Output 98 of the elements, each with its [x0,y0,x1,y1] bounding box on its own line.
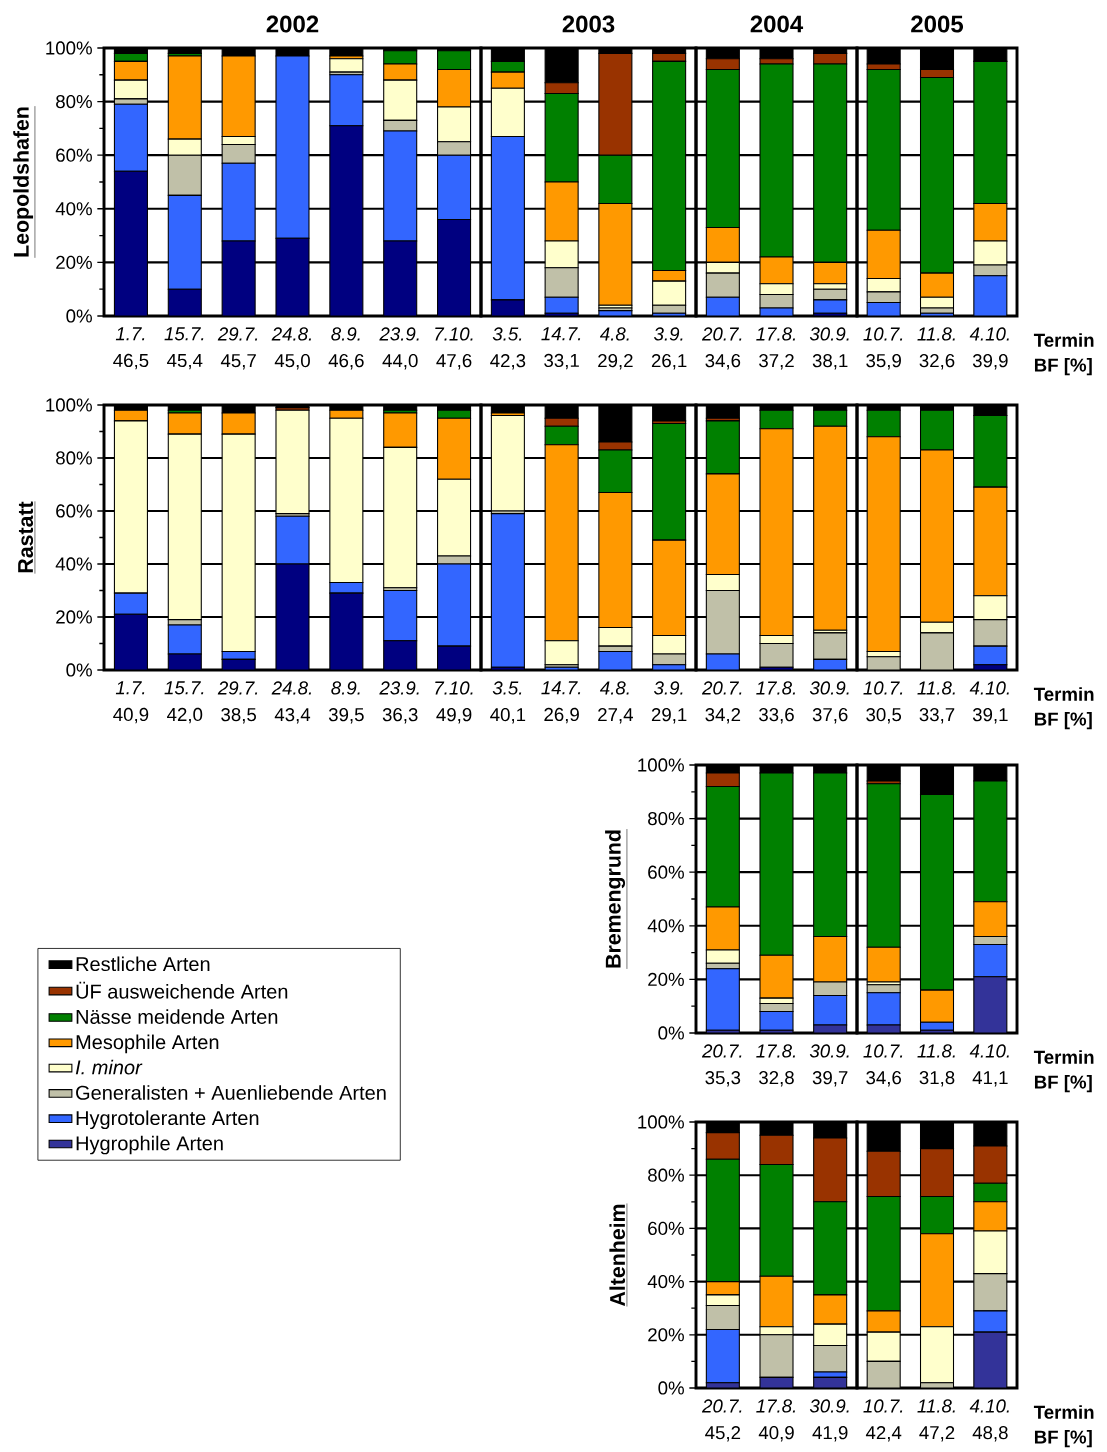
x-tick-label: 29.7. 45,7 [217,327,258,370]
y-axis-title: Altenheim [609,1204,626,1307]
x-tick-label: 30.9. 38,1 [809,327,849,370]
x-tick-label: 4.10. 39,9 [969,327,1009,370]
x-tick-label: 4.8. 29,2 [598,327,633,370]
legend-label: ÜF ausweichende Arten [76,981,288,999]
chart-title: 2004 [750,15,804,33]
text: BF [%] [1034,711,1092,730]
legend-label: I. minor [75,1059,143,1075]
x-tick-label: 20.7. 34,2 [701,681,742,724]
text: Termin [1033,333,1094,347]
x-tick-label: 20.7. 35,3 [701,1044,742,1087]
x-tick-label: 24.8. 43,4 [271,681,311,724]
x-tick-label: 30.9. 39,7 [809,1044,849,1087]
y-tick-label: 80% [648,1168,684,1182]
legend-label: Hygrotolerante Arten [76,1110,259,1130]
x-tick-label: 3.5. 40,1 [490,681,526,724]
chart-title: 2003 [562,15,615,33]
legend-label: Hygrophile Arten [76,1135,223,1155]
x-tick-label: 3.9. 29,1 [651,681,687,724]
y-tick-label: 80% [56,451,92,465]
x-tick-label: 30.9. 41,9 [809,1399,849,1442]
x-tick-label: 11.8. 33,7 [917,681,955,724]
y-tick-label: 80% [648,811,684,826]
x-tick-label: 4.10. 48,8 [969,1399,1009,1442]
y-tick-label: 100% [638,758,684,772]
y-tick-label: 20% [56,255,92,269]
x-tick-label: 3.9. 26,1 [651,327,687,370]
x-tick-label: 7.10. 47,6 [435,327,473,370]
y-tick-label: 40% [647,919,684,933]
legend-label: Generalisten + Auenliebende Arten [76,1085,386,1100]
legend-label: Restliche Arten [76,956,210,972]
text: Termin [1033,1405,1094,1419]
x-tick-label: 17.8. 33,6 [756,681,795,724]
x-tick-label: 14.7. 26,9 [541,681,581,724]
y-tick-label: 40% [55,202,92,216]
x-tick-label: 11.8. 31,8 [917,1044,955,1087]
y-axis-title: Leopoldshafen [13,107,34,257]
x-tick-label: 3.5. 42,3 [490,327,526,370]
bar [490,513,525,668]
x-tick-label: 29.7. 38,5 [217,681,258,724]
y-tick-label: 40% [647,1274,684,1289]
x-tick-label: 17.8. 40,9 [756,1399,795,1442]
legend-label: Mesophile Arten [76,1034,219,1054]
chart-title: 2002 [266,15,319,33]
y-tick-label: 100% [46,41,92,55]
x-tick-label: 14.7. 33,1 [541,327,581,370]
bar [275,409,310,515]
x-tick-label: 20.7. 45,2 [701,1399,742,1442]
x-tick-label: 10.7. 42,4 [863,1399,903,1442]
text: Termin [1033,687,1094,701]
x-tick-label: 30.9. 37,6 [809,681,849,724]
text: BF [%] [1034,1074,1092,1093]
text: BF [%] [1034,357,1092,376]
x-tick-label: 11.8. 32,6 [917,327,955,370]
y-tick-label: 0% [66,309,92,323]
x-tick-label: 23.9. 44,0 [379,327,419,370]
y-axis-title: Bremengrund [605,830,626,968]
x-tick-label: 7.10. 49,9 [435,681,473,724]
x-tick-label: 8.9. 46,6 [328,327,364,370]
y-tick-label: 80% [56,94,92,109]
y-tick-label: 0% [66,663,92,677]
x-tick-label: 4.10. 41,1 [969,1044,1009,1087]
x-tick-label: 15.7. 45,4 [164,327,204,370]
x-tick-label: 17.8. 37,2 [756,327,795,370]
y-tick-label: 20% [56,610,92,624]
x-tick-label: 10.7. 34,6 [863,1044,903,1087]
y-tick-label: 20% [648,972,684,987]
y-axis-title: Rastatt [18,501,34,573]
x-tick-label: 8.9. 39,5 [328,681,364,724]
y-tick-label: 100% [638,1115,684,1129]
text: BF [%] [1034,1429,1092,1448]
x-tick-label: 10.7. 30,5 [863,681,903,724]
x-tick-label: 1.7. 46,5 [113,327,149,370]
y-tick-label: 0% [658,1381,684,1395]
y-tick-label: 20% [648,1328,684,1342]
y-tick-label: 0% [658,1026,684,1040]
bar [329,58,364,73]
x-tick-label: 17.8. 32,8 [756,1044,795,1087]
text: Termin [1033,1050,1094,1064]
x-tick-label: 24.8. 45,0 [271,327,311,370]
y-tick-label: 60% [648,865,684,879]
x-tick-label: 10.7. 35,9 [863,327,903,370]
x-tick-label: 20.7. 34,6 [701,327,742,370]
x-tick-label: 4.10. 39,1 [969,681,1009,724]
x-tick-label: 15.7. 42,0 [164,681,204,724]
x-tick-label: 1.7. 40,9 [113,681,149,724]
legend-label: Nässe meidende Arten [76,1009,278,1024]
chart-title: 2005 [911,15,964,33]
y-tick-label: 60% [648,1221,684,1236]
y-tick-label: 40% [55,557,92,571]
x-tick-label: 4.8. 27,4 [598,681,633,724]
y-tick-label: 100% [46,398,92,412]
bar [490,415,525,512]
y-tick-label: 60% [56,148,92,162]
y-tick-label: 60% [56,504,92,518]
x-tick-label: 11.8. 47,2 [917,1399,955,1442]
x-tick-label: 23.9. 36,3 [379,681,419,724]
